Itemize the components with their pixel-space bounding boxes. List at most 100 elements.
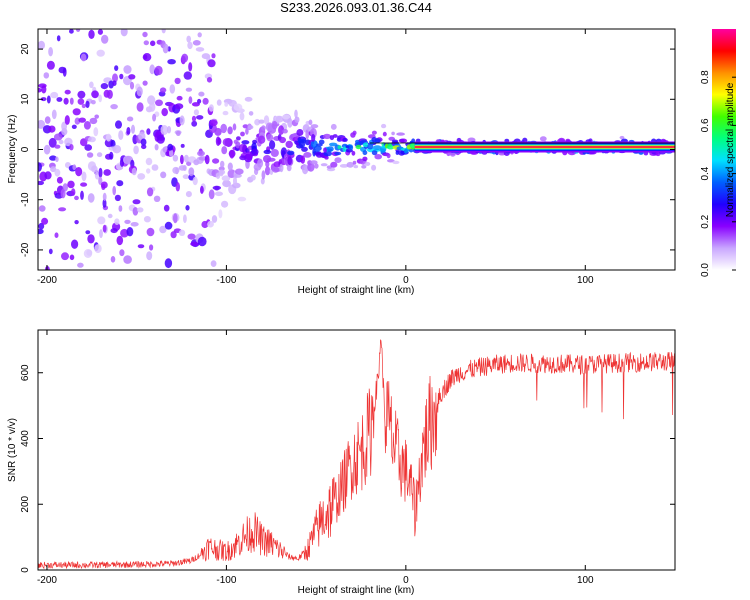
spectrogram-cell: [48, 47, 53, 57]
spectrogram-cell: [208, 189, 215, 200]
spectrogram-cell: [186, 35, 191, 43]
spectrogram-cell: [282, 128, 288, 134]
spectrogram-cell: [188, 96, 193, 104]
spectrogram-cell: [152, 113, 157, 122]
spectrogram-cell: [221, 200, 229, 208]
spectrogram-cell: [116, 180, 124, 187]
spectrogram-cell: [123, 65, 132, 74]
spectrogram-cell: [247, 125, 254, 130]
spectrogram-cell: [138, 131, 146, 141]
spectrogram-cell: [318, 139, 325, 145]
spectrogram-cell: [342, 137, 348, 142]
spectrogram-cell: [265, 122, 274, 132]
spectrogram-cell: [310, 124, 319, 129]
spectrogram-cell: [245, 127, 249, 135]
spectrogram-cell: [386, 153, 391, 159]
spectrogram-cell: [371, 164, 377, 171]
spectrogram-cell: [164, 258, 173, 269]
spectrogram-cell: [48, 137, 57, 148]
spectrogram-cell: [126, 116, 134, 122]
spectrogram-cell: [143, 40, 149, 46]
spectrogram-cell: [386, 144, 395, 150]
spectrogram-cell: [87, 136, 96, 143]
spectrogram-cell: [69, 254, 75, 261]
spectrogram-cell: [222, 138, 232, 147]
spectrogram-cell: [100, 83, 109, 90]
spectrogram-cell: [86, 249, 93, 256]
spectrogram-cell: [178, 229, 186, 236]
spectrogram-cell: [48, 125, 56, 133]
spectrogram-cell: [114, 218, 120, 225]
spectrogram-cell: [308, 119, 313, 126]
spectrogram-cell: [136, 207, 144, 213]
spectrogram-cell: [185, 191, 192, 198]
spectrogram-cell: [71, 124, 77, 129]
spectrogram-cell: [120, 29, 128, 37]
spectrogram-cell: [69, 97, 74, 105]
spectrogram-cell: [193, 109, 199, 116]
spectrogram-cell: [88, 29, 95, 39]
spectrogram-cell: [197, 98, 202, 104]
spectrogram-cell: [149, 244, 154, 251]
spectrogram-cell: [346, 161, 354, 168]
spectrogram-cell: [258, 119, 265, 124]
spectrogram-cell: [374, 138, 381, 144]
spectrogram-cell: [128, 74, 136, 80]
spectrogram-cell: [77, 90, 86, 99]
spectrogram-cell: [146, 251, 153, 261]
spectrogram-cell: [174, 103, 184, 110]
spectrogram-cell: [132, 199, 141, 205]
spectrogram-cell: [313, 145, 322, 152]
spectrogram-cell: [187, 41, 193, 50]
spectrogram-cell: [271, 120, 278, 130]
spectrogram-cell: [207, 59, 216, 68]
spectrogram-cell: [210, 260, 217, 267]
spectrogram-cell: [395, 150, 400, 155]
spectrogram-y-label: Frequency (Hz): [7, 115, 18, 184]
spectrogram-cell: [261, 125, 266, 131]
spectrogram-cell: [40, 97, 47, 102]
spectrogram-cell: [263, 149, 272, 155]
spectrogram-cell: [374, 154, 383, 160]
spectrogram-cell: [196, 115, 204, 120]
spectrogram-cell: [267, 157, 276, 162]
spectrogram-cell: [330, 161, 338, 168]
spectrogram-cell: [296, 129, 304, 136]
spectrogram-cell: [160, 125, 169, 135]
spectrogram-cell: [109, 151, 114, 160]
spectrogram-cell: [279, 136, 286, 144]
spectrogram-cell: [180, 154, 184, 165]
spectrogram-cell: [67, 180, 75, 189]
snr-y-tick-label: 0: [20, 567, 31, 573]
spectrogram-cell: [326, 146, 334, 152]
snr-panel: -200 -100 0 100 0 200 400 600 Height of straig…: [7, 329, 676, 596]
spectrogram-cell: [202, 97, 209, 105]
spectrogram-cell: [195, 47, 205, 52]
spectrogram-cell: [103, 169, 111, 176]
spectrogram-cell: [364, 161, 371, 166]
spectrogram-cell: [294, 109, 298, 119]
spectrogram-cell: [51, 109, 57, 120]
spectrogram-cell: [142, 31, 148, 38]
spectrogram-cell: [93, 127, 99, 137]
spectrogram-cell: [222, 110, 229, 116]
spectrogram-cell: [61, 121, 67, 131]
spectrogram-cell: [94, 114, 99, 119]
spectrogram-cell: [98, 176, 103, 185]
spectrogram-cell: [96, 152, 103, 158]
spectrogram-cell: [323, 147, 328, 153]
spectrogram-cell: [38, 228, 44, 235]
spectrogram-cell: [132, 207, 139, 216]
spectrogram-cell: [539, 136, 547, 142]
spectrogram-cell: [237, 196, 247, 202]
spectrogram-y-tick-label: 0: [20, 146, 31, 152]
spectrogram-cell: [216, 99, 222, 106]
spectrogram-cell: [80, 53, 87, 62]
spectrogram-cell: [142, 80, 148, 86]
spectrogram-cell: [38, 87, 42, 93]
spectrogram-cell: [106, 89, 113, 99]
spectrogram-cell: [54, 232, 59, 238]
spectrogram-cell: [176, 95, 183, 101]
spectrogram-cell: [388, 142, 393, 147]
spectrogram-cell: [38, 119, 46, 129]
